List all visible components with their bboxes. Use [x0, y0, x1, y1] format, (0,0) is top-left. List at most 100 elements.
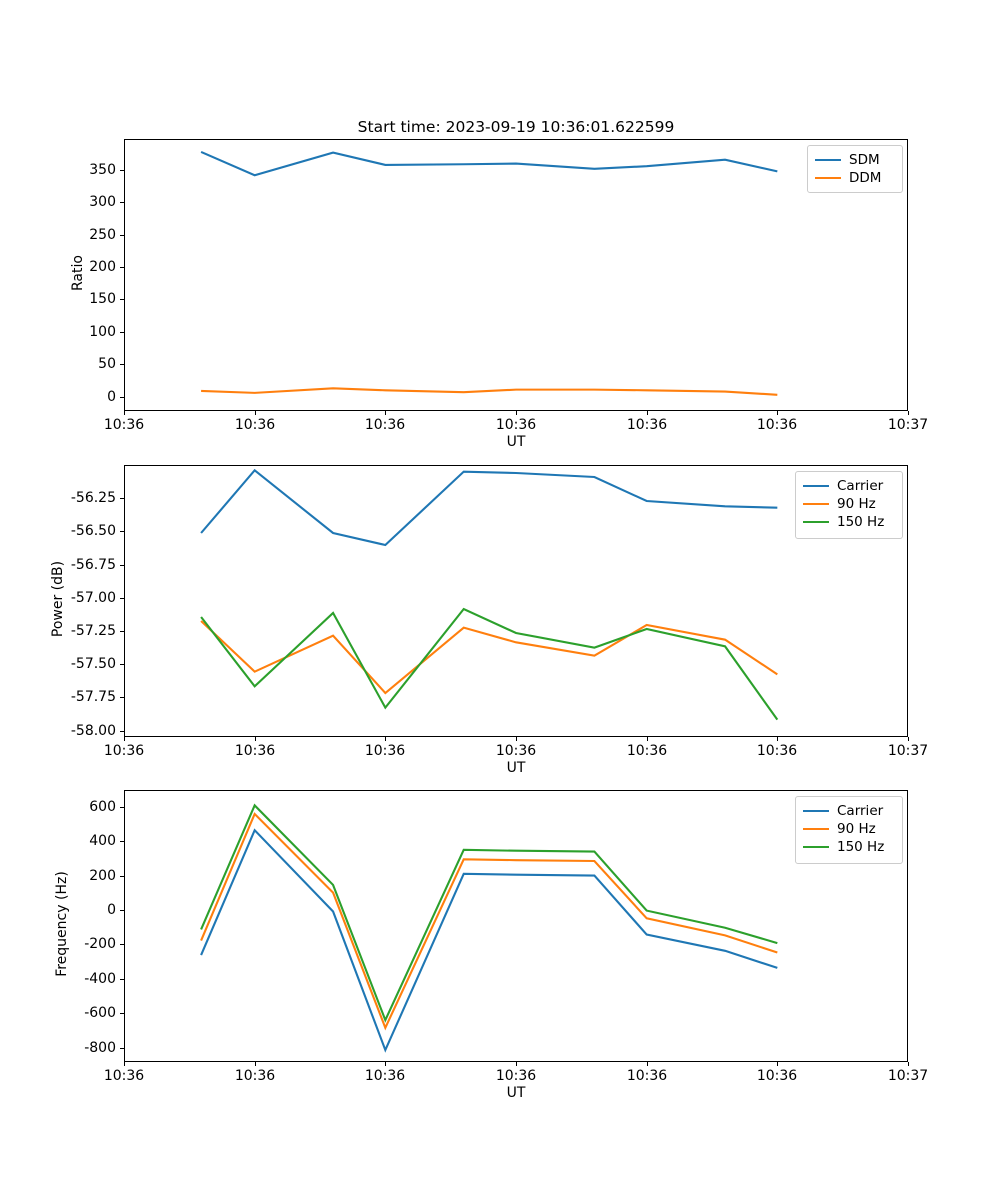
xlabel-power: UT	[506, 760, 526, 776]
ytick-label: 150	[89, 291, 116, 307]
xtick-label: 10:37	[887, 1068, 929, 1084]
series-line-150-hz	[200, 607, 779, 721]
legend-item[interactable]: 90 Hz	[803, 495, 895, 513]
ytick-label: -57.25	[70, 623, 116, 639]
legend-item[interactable]: 150 Hz	[803, 513, 895, 531]
axes-power	[124, 465, 908, 737]
xtick-mark	[385, 1062, 387, 1066]
ytick-label: -57.50	[70, 656, 116, 672]
series-line-carrier	[200, 828, 778, 1053]
xtick-mark	[516, 1062, 518, 1066]
legend-item[interactable]: 90 Hz	[803, 820, 895, 838]
xtick-label: 10:36	[626, 743, 668, 759]
xtick-mark	[124, 1062, 126, 1066]
legend-label: DDM	[849, 170, 882, 186]
ytick-mark	[120, 498, 124, 500]
series-line-90-hz	[200, 620, 778, 695]
data-layer-ratio	[200, 150, 778, 396]
legend-swatch-sdm	[815, 159, 841, 161]
xtick-label: 10:36	[364, 743, 406, 759]
legend-label: 90 Hz	[837, 496, 876, 512]
xtick-label: 10:36	[626, 1068, 668, 1084]
ytick-mark	[120, 332, 124, 334]
legend-label: 150 Hz	[837, 839, 885, 855]
legend-item[interactable]: 150 Hz	[803, 838, 895, 856]
xtick-label: 10:37	[887, 743, 929, 759]
legend-swatch-90hz	[803, 503, 829, 505]
ytick-label: -57.00	[70, 590, 116, 606]
ytick-mark	[120, 170, 124, 172]
legend-ratio[interactable]: SDM DDM	[807, 145, 903, 193]
ytick-label: 0	[107, 389, 116, 405]
xtick-label: 10:36	[626, 417, 668, 433]
xtick-label: 10:36	[364, 1068, 406, 1084]
ytick-label: 400	[89, 833, 116, 849]
xtick-mark	[516, 411, 518, 415]
xtick-mark	[124, 737, 126, 741]
page-title: Start time: 2023-09-19 10:36:01.622599	[357, 118, 675, 136]
legend-item[interactable]: DDM	[815, 169, 895, 187]
series-line-90-hz	[200, 812, 778, 1031]
ytick-label: 350	[89, 162, 116, 178]
ytick-mark	[120, 202, 124, 204]
legend-item[interactable]: Carrier	[803, 477, 895, 495]
xtick-label: 10:36	[756, 1068, 798, 1084]
ytick-label: 200	[89, 868, 116, 884]
ytick-label: -200	[84, 936, 116, 952]
ytick-mark	[120, 876, 124, 878]
legend-item[interactable]: Carrier	[803, 802, 895, 820]
ytick-mark	[120, 565, 124, 567]
ytick-mark	[120, 944, 124, 946]
xtick-mark	[255, 1062, 257, 1066]
ytick-mark	[120, 598, 124, 600]
xtick-label: 10:37	[887, 417, 929, 433]
ytick-label: -600	[84, 1005, 116, 1021]
xtick-mark	[385, 411, 387, 415]
xtick-mark	[777, 411, 779, 415]
ytick-label: -56.75	[70, 557, 116, 573]
xtick-label: 10:36	[495, 1068, 537, 1084]
xtick-label: 10:36	[103, 417, 145, 433]
xtick-mark	[647, 1062, 649, 1066]
ytick-mark	[120, 1048, 124, 1050]
legend-swatch-90hz	[803, 828, 829, 830]
legend-swatch-150hz	[803, 846, 829, 848]
legend-label: Carrier	[837, 478, 884, 494]
xtick-mark	[908, 737, 910, 741]
ytick-mark	[120, 979, 124, 981]
legend-swatch-carrier	[803, 810, 829, 812]
xtick-mark	[908, 411, 910, 415]
ytick-mark	[120, 1013, 124, 1015]
xtick-label: 10:36	[103, 1068, 145, 1084]
ylabel-power: Power (dB)	[50, 560, 66, 638]
ytick-mark	[120, 364, 124, 366]
xtick-label: 10:36	[234, 417, 276, 433]
legend-swatch-carrier	[803, 485, 829, 487]
ytick-mark	[120, 299, 124, 301]
xtick-mark	[516, 737, 518, 741]
ytick-label: -57.75	[70, 689, 116, 705]
xtick-label: 10:36	[234, 1068, 276, 1084]
xtick-label: 10:36	[495, 417, 537, 433]
legend-item[interactable]: SDM	[815, 151, 895, 169]
ytick-mark	[120, 631, 124, 633]
ytick-mark	[120, 267, 124, 269]
xtick-label: 10:36	[103, 743, 145, 759]
legend-power[interactable]: Carrier 90 Hz 150 Hz	[795, 471, 903, 539]
xtick-mark	[647, 737, 649, 741]
ytick-mark	[120, 235, 124, 237]
ytick-label: -56.25	[70, 490, 116, 506]
xtick-label: 10:36	[364, 417, 406, 433]
xtick-mark	[777, 737, 779, 741]
legend-swatch-150hz	[803, 521, 829, 523]
legend-frequency[interactable]: Carrier 90 Hz 150 Hz	[795, 796, 903, 864]
ytick-mark	[120, 531, 124, 533]
xtick-label: 10:36	[495, 743, 537, 759]
legend-label: 90 Hz	[837, 821, 876, 837]
ytick-label: -58.00	[70, 723, 116, 739]
ytick-label: 300	[89, 194, 116, 210]
ytick-label: -800	[84, 1040, 116, 1056]
ytick-mark	[120, 731, 124, 733]
ytick-mark	[120, 841, 124, 843]
